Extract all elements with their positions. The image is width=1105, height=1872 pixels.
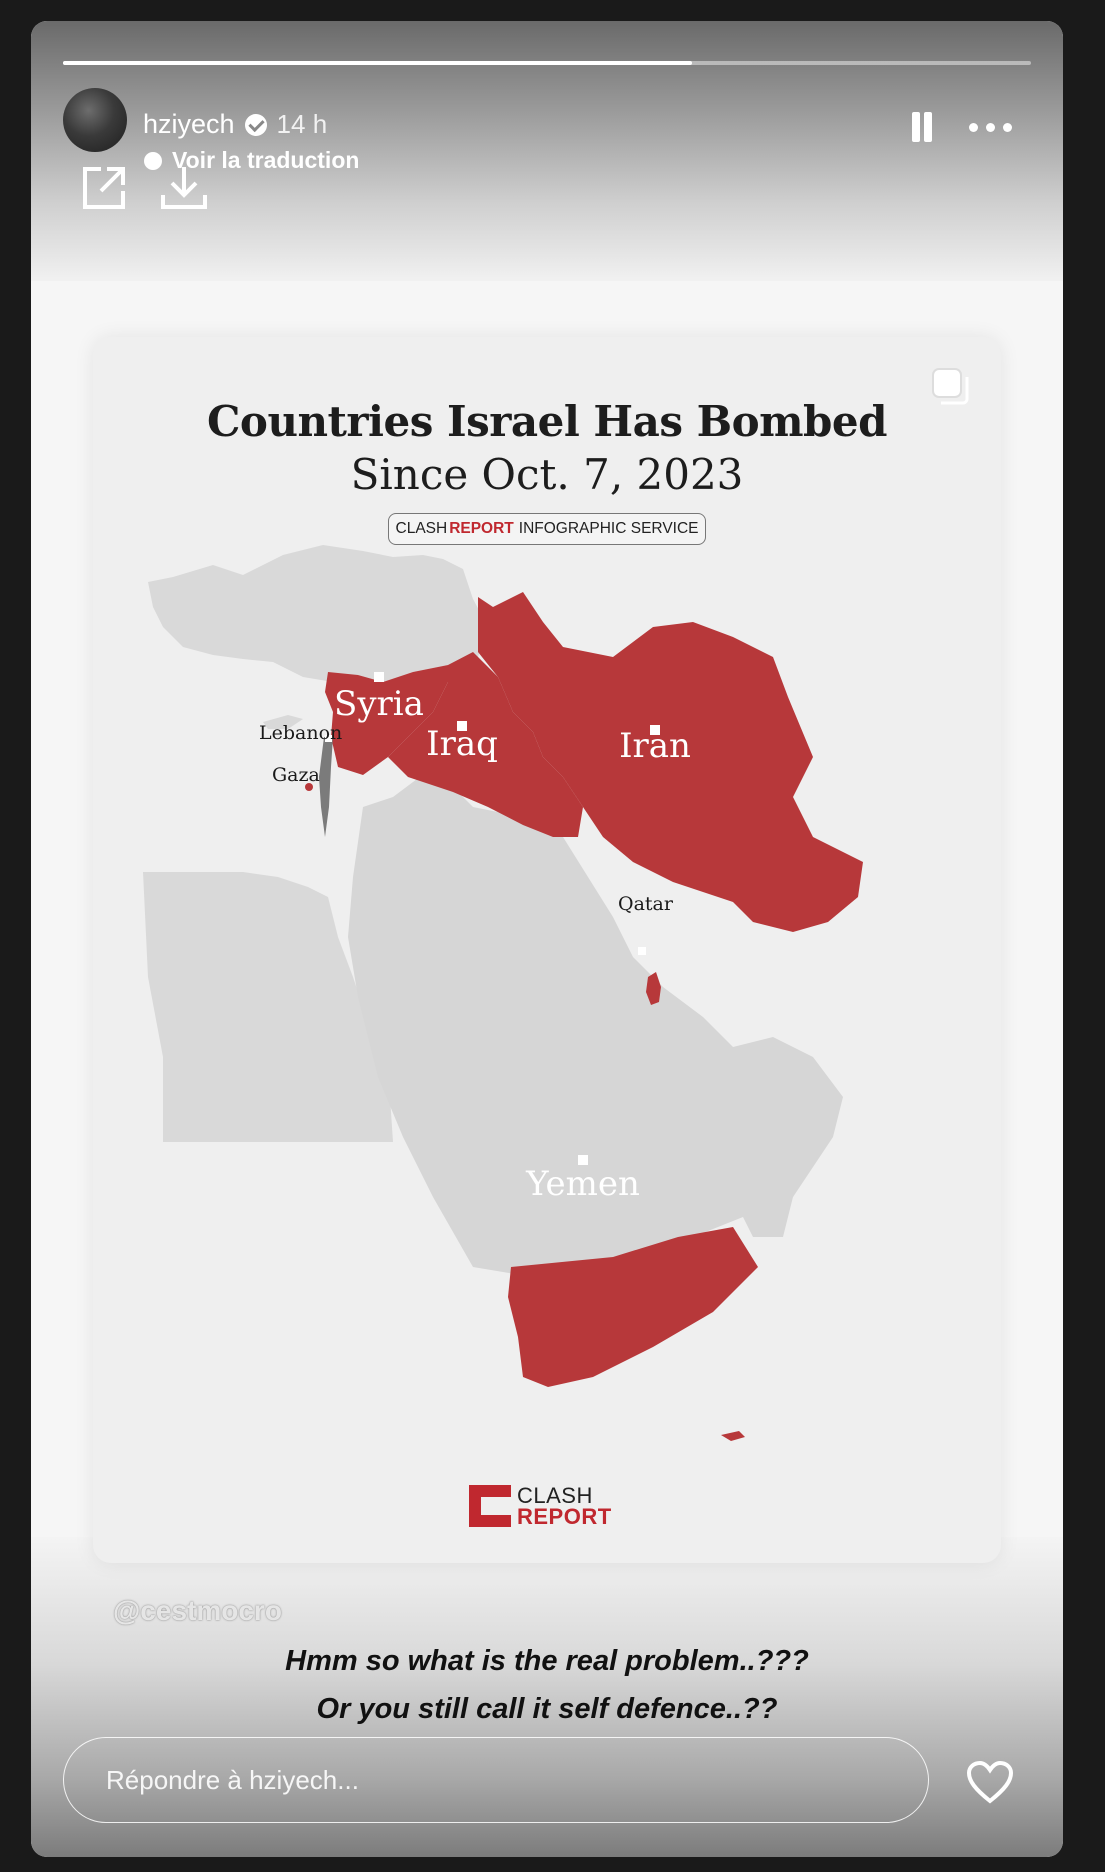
clash-report-logo: CLASH REPORT: [469, 1483, 612, 1529]
region-cyprus: [263, 715, 303, 729]
logo-line1: CLASH: [517, 1483, 593, 1508]
region-yemen: [508, 1227, 758, 1387]
caption-line-1: Hmm so what is the real problem..???: [285, 1645, 809, 1677]
clash-report-mark-icon: [469, 1485, 511, 1527]
download-icon[interactable]: [157, 161, 211, 215]
reply-input[interactable]: [104, 1763, 888, 1797]
syria-marker: [374, 672, 384, 682]
region-iraq: [388, 652, 583, 837]
label-yemen: Yemen: [525, 1164, 640, 1204]
label-syria: Syria: [334, 684, 424, 724]
lebanon-marker: [325, 735, 332, 742]
translate-icon: [144, 151, 162, 170]
badge-clash: CLASH: [395, 520, 448, 537]
reply-box[interactable]: [63, 1737, 929, 1823]
region-egypt: [143, 872, 393, 1142]
region-israel: [319, 737, 333, 837]
region-syria: [325, 665, 448, 775]
label-gaza: Gaza: [272, 764, 320, 786]
region-qatar: [646, 972, 661, 1005]
badge-report: REPORT: [449, 520, 514, 537]
label-iraq: Iraq: [426, 724, 498, 764]
avatar[interactable]: [63, 88, 127, 152]
region-arabia: [348, 767, 823, 1277]
share-icon[interactable]: [77, 161, 131, 215]
story-header: hziyech 14 h: [143, 109, 327, 140]
map-title: Countries Israel Has Bombed: [207, 397, 888, 446]
region-turkey: [148, 545, 488, 682]
copy-icon[interactable]: [929, 365, 973, 409]
heart-icon[interactable]: [965, 1759, 1015, 1805]
infographic-badge: CLASH REPORT INFOGRAPHIC SERVICE: [388, 513, 706, 545]
story-viewer: hziyech 14 h Voir la traduction Countrie…: [31, 21, 1063, 1857]
logo-line2: REPORT: [517, 1504, 612, 1529]
badge-service: INFOGRAPHIC SERVICE: [518, 520, 699, 537]
label-qatar: Qatar: [618, 893, 674, 915]
username[interactable]: hziyech: [143, 109, 235, 139]
qatar-marker: [638, 947, 646, 955]
mention-sticker[interactable]: @cestmocro: [113, 1595, 282, 1626]
time-ago: 14 h: [276, 109, 328, 139]
iran-marker: [650, 725, 660, 735]
region-iran: [478, 592, 863, 932]
iraq-marker: [457, 721, 467, 731]
pause-icon[interactable]: [907, 109, 937, 145]
label-iran: Iran: [619, 726, 691, 766]
verified-badge-icon: [244, 113, 267, 136]
story-progress-fill: [63, 61, 693, 65]
map-subtitle: Since Oct. 7, 2023: [350, 450, 744, 499]
translate-label[interactable]: Voir la traduction: [172, 147, 360, 173]
story-progress-bar: [63, 61, 1031, 65]
region-oman: [713, 1037, 843, 1237]
more-icon[interactable]: [969, 119, 1015, 135]
shared-post-card[interactable]: Countries Israel Has Bombed Since Oct. 7…: [93, 337, 1001, 1563]
region-socotra: [721, 1431, 745, 1441]
caption-line-2: Or you still call it self defence..??: [316, 1693, 778, 1725]
gaza-marker: [305, 783, 313, 791]
yemen-marker: [578, 1155, 588, 1165]
middle-east-map: Syria Iraq Iran Yemen Lebanon Gaza Qatar: [143, 545, 863, 1441]
label-lebanon: Lebanon: [259, 722, 342, 744]
translate-link[interactable]: Voir la traduction: [144, 147, 359, 174]
